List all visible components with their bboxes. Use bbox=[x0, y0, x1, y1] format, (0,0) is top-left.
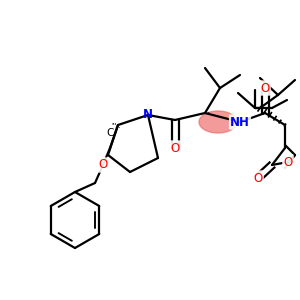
Text: ''': ''' bbox=[111, 122, 117, 128]
Text: O: O bbox=[260, 82, 270, 94]
Text: O: O bbox=[98, 158, 108, 172]
Ellipse shape bbox=[199, 111, 237, 133]
Text: O: O bbox=[284, 155, 292, 169]
Text: C: C bbox=[106, 128, 114, 138]
Text: N: N bbox=[143, 109, 153, 122]
Text: O: O bbox=[170, 142, 180, 154]
Text: ·'·: ·'· bbox=[114, 124, 120, 130]
Text: .: . bbox=[207, 105, 211, 115]
Text: O: O bbox=[254, 172, 262, 184]
Text: NH: NH bbox=[230, 116, 250, 128]
